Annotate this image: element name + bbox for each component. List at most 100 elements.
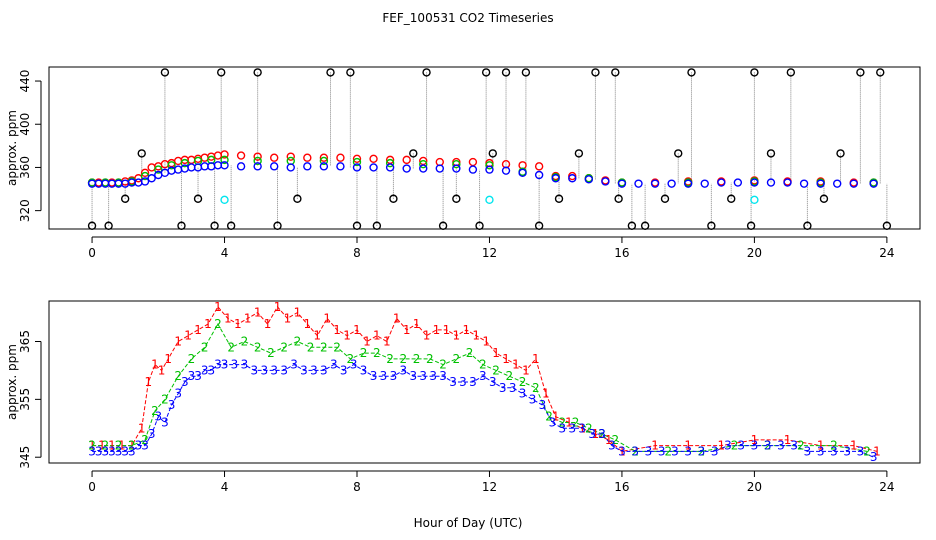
series-glyph: 1 [353,323,361,337]
series-glyph: 2 [585,421,593,435]
data-point [611,68,620,77]
data-point [220,150,229,159]
data-point [501,68,511,77]
series-glyph: 3 [310,363,318,377]
series-glyph: 3 [870,450,878,464]
series-glyph: 3 [439,369,447,383]
series-glyph: 2 [254,340,262,354]
data-point [876,68,885,77]
series-glyph: 2 [506,369,514,383]
series-glyph: 1 [522,363,530,377]
series-glyph: 1 [313,329,321,343]
series-glyph: 1 [184,329,192,343]
series-glyph: 3 [95,444,103,458]
data-point [554,194,564,203]
data-point [154,165,163,174]
series-glyph: 1 [433,323,441,337]
data-point [319,162,329,171]
x-tick-label: 0 [88,246,96,260]
series-glyph: 2 [479,358,487,372]
series-glyph: 1 [164,352,172,366]
series-glyph: 2 [631,444,639,458]
data-point [452,159,461,169]
data-point [253,152,262,161]
series-glyph: 2 [598,427,606,441]
series-glyph: 2 [572,416,580,430]
series-glyph: 2 [227,340,235,354]
data-point [849,179,858,188]
y-tick-label: 400 [18,113,32,136]
data-point [819,194,829,203]
data-point [750,195,759,205]
series-glyph: 2 [664,444,672,458]
series-glyph: 1 [413,317,421,331]
series-glyph: 1 [145,375,153,389]
data-point [286,152,295,161]
series-glyph: 2 [151,404,159,418]
data-point [147,174,156,183]
data-point [584,175,594,184]
x-tick-label: 12 [482,246,497,260]
series-glyph: 1 [343,329,351,343]
series-glyph: 2 [320,340,328,354]
data-point [534,162,544,171]
series-glyph: 1 [363,335,371,349]
y-tick-label: 355 [18,388,32,411]
series-glyph: 2 [201,340,209,354]
series-glyph: 3 [843,444,851,458]
series-glyph: 2 [360,346,368,360]
data-point [369,154,378,164]
series-glyph: 3 [148,427,156,441]
series-glyph: 1 [552,410,560,424]
series-glyph: 3 [231,358,239,372]
series-glyph: 3 [479,369,487,383]
data-point [481,68,491,77]
data-point [220,161,229,170]
series-glyph: 2 [174,369,182,383]
series-glyph: 3 [108,444,116,458]
x-tick-label: 16 [614,246,629,260]
series-glyph: 2 [115,439,123,453]
series-glyph: 3 [340,363,348,377]
x-tick-label: 20 [747,246,762,260]
series-glyph: 3 [390,369,398,383]
series-glyph: 2 [88,439,96,453]
series-glyph: 3 [539,398,547,412]
data-point [270,162,279,171]
series-glyph: 1 [393,311,401,325]
series-glyph: 2 [698,444,706,458]
series-glyph: 1 [108,439,116,453]
series-glyph: 2 [294,335,302,349]
series-glyph: 3 [270,363,278,377]
series-glyph: 3 [221,358,229,372]
series-glyph: 3 [370,369,378,383]
series-glyph: 1 [294,306,302,320]
series-glyph: 3 [360,363,368,377]
data-point [660,194,670,203]
data-point [120,194,130,203]
data-point [402,155,411,165]
series-glyph: 1 [254,306,262,320]
data-point [352,157,362,167]
data-point [551,174,560,183]
data-point [270,153,279,162]
data-point [601,177,610,186]
series-glyph: 2 [545,410,553,424]
series-glyph: 3 [194,369,202,383]
series-glyph: 3 [568,421,576,435]
series-glyph: 1 [214,300,222,314]
data-point [167,161,176,170]
data-point [485,161,494,170]
series-glyph: 3 [449,375,457,389]
data-point [452,164,461,173]
data-point [501,166,511,175]
data-point [468,165,478,174]
data-point [468,157,478,167]
series-glyph: 2 [214,317,222,331]
series-glyph: 3 [549,416,557,430]
data-point [856,68,865,77]
series-glyph: 3 [141,439,149,453]
data-point [352,154,362,164]
series-glyph: 3 [350,358,358,372]
series-glyph: 1 [532,352,540,366]
